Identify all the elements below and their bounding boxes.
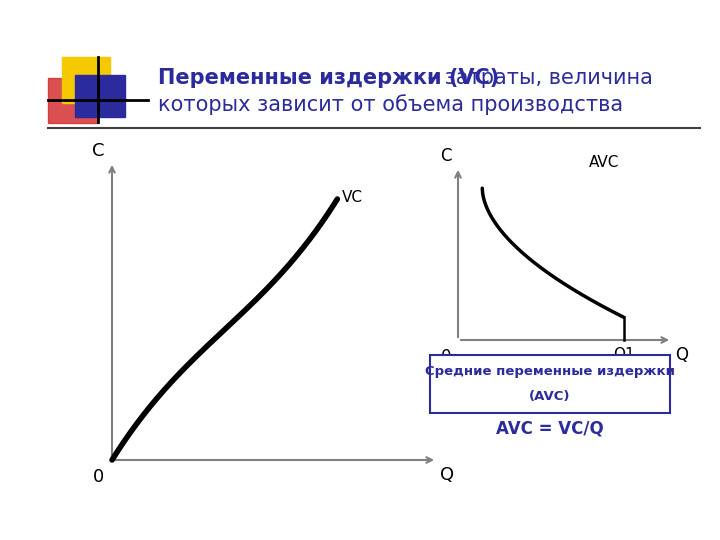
Text: C: C <box>91 142 104 160</box>
Text: AVC: AVC <box>589 155 620 170</box>
Text: Q: Q <box>440 466 454 484</box>
Text: 0: 0 <box>92 468 104 486</box>
Bar <box>62 57 110 103</box>
Text: Средние переменные издержки: Средние переменные издержки <box>425 364 675 378</box>
Text: C: C <box>440 147 451 165</box>
Text: которых зависит от объема производства: которых зависит от объема производства <box>158 94 623 116</box>
Text: 0: 0 <box>441 348 451 366</box>
Bar <box>48 78 98 123</box>
Text: VC: VC <box>343 190 364 205</box>
Text: Переменные издержки (VC): Переменные издержки (VC) <box>158 68 499 88</box>
Text: Q: Q <box>675 346 688 364</box>
Text: AVC = VC/Q: AVC = VC/Q <box>496 420 604 438</box>
Text: – затраты, величина: – затраты, величина <box>421 68 653 88</box>
Text: Q1: Q1 <box>613 347 634 362</box>
Bar <box>430 355 670 413</box>
Text: (AVC): (AVC) <box>529 390 571 403</box>
Bar <box>75 75 125 117</box>
